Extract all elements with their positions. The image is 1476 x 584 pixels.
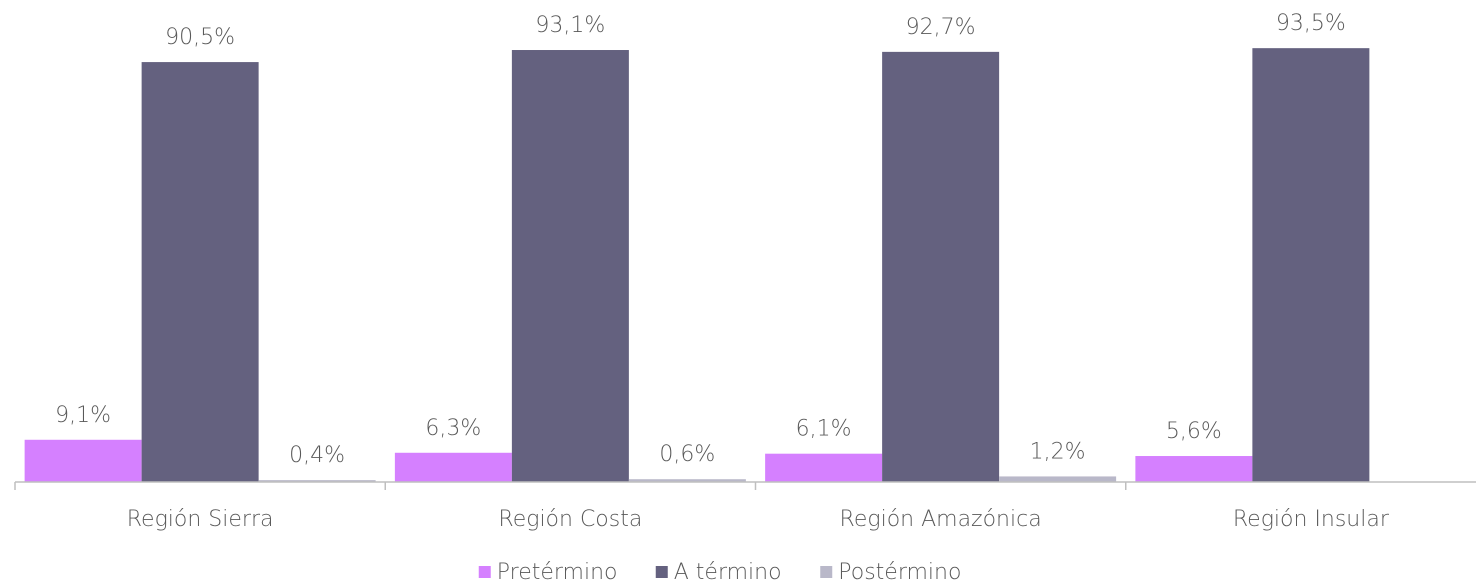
data-label: 0,6% bbox=[659, 442, 715, 467]
data-label: 6,1% bbox=[796, 417, 852, 442]
bar bbox=[141, 62, 259, 483]
data-label: 93,5% bbox=[1276, 11, 1346, 36]
bar bbox=[999, 476, 1117, 482]
legend-label: Postérmino bbox=[838, 560, 961, 584]
legend-swatch bbox=[655, 566, 668, 578]
x-tick-label: Región Insular bbox=[1233, 507, 1390, 532]
bar bbox=[765, 453, 883, 482]
data-label: 6,3% bbox=[425, 416, 481, 441]
legend-label: A término bbox=[674, 560, 782, 584]
legend-swatch bbox=[478, 566, 491, 578]
data-label: 0,4% bbox=[289, 443, 345, 468]
x-tick-label: Región Sierra bbox=[127, 507, 274, 532]
bar bbox=[882, 51, 1000, 482]
data-label: 93,1% bbox=[535, 13, 605, 38]
x-tick-label: Región Amazónica bbox=[840, 507, 1042, 532]
data-label: 92,7% bbox=[906, 15, 976, 40]
bar bbox=[24, 439, 142, 482]
bar bbox=[394, 452, 512, 482]
data-label: 9,1% bbox=[55, 403, 111, 428]
x-tick-label: Región Costa bbox=[498, 507, 642, 532]
data-label: 90,5% bbox=[165, 25, 235, 50]
bar bbox=[1252, 48, 1370, 482]
bar bbox=[511, 50, 629, 483]
legend-swatch bbox=[820, 566, 833, 578]
bar bbox=[258, 480, 376, 482]
bar bbox=[628, 479, 746, 482]
bar bbox=[1135, 456, 1253, 482]
data-label: 5,6% bbox=[1166, 419, 1222, 444]
data-label: 1,2% bbox=[1030, 439, 1086, 464]
legend-label: Pretérmino bbox=[497, 560, 618, 584]
